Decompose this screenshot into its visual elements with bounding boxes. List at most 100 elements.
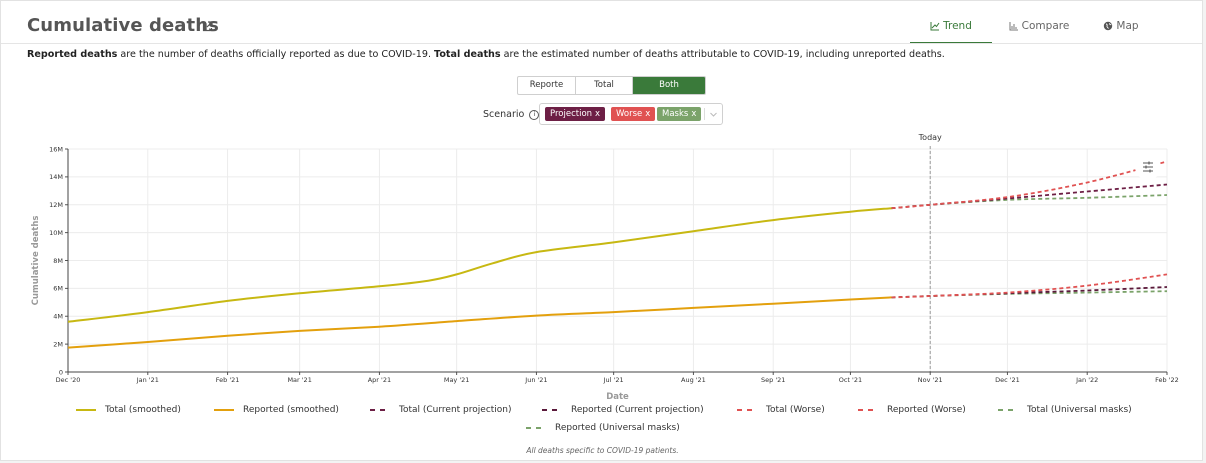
- legend-label: Reported (Current projection): [571, 405, 704, 415]
- remove-icon[interactable]: x: [691, 109, 697, 119]
- chip-label: Masks: [662, 109, 689, 119]
- legend-label: Total (Current projection): [399, 405, 512, 415]
- series-line-total-universal-masks[interactable]: [891, 194, 1168, 210]
- legend-item[interactable]: Total (Worse): [737, 405, 825, 415]
- legend-label: Reported (Worse): [887, 405, 966, 415]
- chart-menu-button[interactable]: [1135, 154, 1161, 180]
- globe-icon: [1104, 21, 1113, 31]
- tab-compare-label: Compare: [1021, 20, 1070, 32]
- legend-swatch: [76, 408, 96, 411]
- legend-item[interactable]: Reported (Current projection): [542, 405, 704, 415]
- scenario-chip-masks[interactable]: Masks x: [657, 107, 702, 121]
- scenario-chip-worse[interactable]: Worse x: [611, 107, 656, 121]
- y-tick-label: 4M: [53, 313, 63, 321]
- x-tick-label: Feb '21: [216, 376, 240, 384]
- reported-term: Reported deaths: [27, 49, 118, 60]
- series-line-reported-smoothed[interactable]: [67, 296, 892, 349]
- description: Reported deaths are the number of deaths…: [27, 49, 945, 60]
- chip-label: Projection: [550, 109, 593, 119]
- series-line-reported-universal-masks[interactable]: [891, 290, 1168, 299]
- info-icon[interactable]: i: [529, 110, 540, 120]
- scenario-select[interactable]: Projection x Worse x Masks x: [539, 103, 723, 125]
- chart-legend: Total (smoothed) Reported (smoothed) Total…: [61, 405, 1181, 439]
- cumulative-deaths-chart: 0 2M 4M 6M 8M 10M 12M 14M 16M Dec '20 Jan '21 Feb …: [31, 133, 1179, 402]
- scenario-label: Scenario i: [483, 109, 540, 120]
- legend-item[interactable]: Total (Current projection): [370, 405, 512, 415]
- x-tick-label: Jan '21: [136, 376, 159, 384]
- y-tick-label: 6M: [53, 285, 63, 293]
- x-axis-title: Date: [606, 392, 629, 402]
- remove-icon[interactable]: x: [645, 109, 651, 119]
- legend-label: Total (Worse): [766, 405, 825, 415]
- series-line-total-worse[interactable]: [891, 160, 1168, 210]
- chip-label: Worse: [616, 109, 643, 119]
- legend-item[interactable]: Reported (smoothed): [214, 405, 339, 415]
- x-tick-label: Oct '21: [839, 376, 862, 384]
- deaths-type-toggle: Reporte Total Both: [517, 76, 706, 95]
- legend-item[interactable]: Reported (Universal masks): [526, 423, 680, 433]
- y-tick-label: 16M: [49, 145, 63, 153]
- total-term: Total deaths: [434, 49, 501, 60]
- legend-swatch: [214, 408, 234, 411]
- legend-label: Total (smoothed): [105, 405, 181, 415]
- toggle-total[interactable]: Total: [576, 77, 633, 94]
- dropdown-separator: [704, 108, 705, 120]
- legend-swatch: [526, 426, 546, 429]
- chart-series: [67, 160, 1168, 349]
- x-tick-label: Dec '20: [56, 376, 81, 384]
- legend-swatch: [858, 408, 878, 411]
- y-axis-title: Cumulative deaths: [31, 216, 41, 306]
- toggle-both[interactable]: Both: [633, 77, 705, 94]
- series-line-total-smoothed[interactable]: [67, 207, 892, 323]
- legend-item[interactable]: Total (Universal masks): [998, 405, 1132, 415]
- y-tick-label: 0: [59, 368, 63, 376]
- legend-item[interactable]: Reported (Worse): [858, 405, 966, 415]
- y-tick-label: 14M: [49, 173, 63, 181]
- x-tick-label: Apr '21: [368, 376, 391, 384]
- x-tick-label: Mar '21: [287, 376, 311, 384]
- y-tick-label: 2M: [53, 340, 63, 348]
- x-tick-label: Aug '21: [681, 376, 706, 384]
- tab-trend[interactable]: Trend: [910, 9, 992, 44]
- legend-swatch: [370, 408, 390, 411]
- x-tick-label: Jun '21: [524, 376, 547, 384]
- today-label: Today: [918, 133, 942, 142]
- trend-icon: [930, 22, 940, 31]
- legend-swatch: [737, 408, 757, 411]
- compare-icon: [1009, 22, 1018, 31]
- legend-label: Reported (Universal masks): [555, 423, 680, 433]
- tab-map[interactable]: Map: [1086, 9, 1156, 42]
- x-tick-label: Nov '21: [918, 376, 943, 384]
- settings-sliders-icon: [1143, 161, 1153, 173]
- header-divider: [1, 43, 1202, 44]
- remove-icon[interactable]: x: [595, 109, 601, 119]
- x-tick-label: Jan '22: [1075, 376, 1098, 384]
- legend-swatch: [542, 408, 562, 411]
- total-explanation: are the estimated number of deaths attri…: [500, 49, 945, 60]
- external-link-icon[interactable]: [202, 21, 213, 32]
- x-tick-label: Jul '21: [603, 376, 624, 384]
- reported-explanation: are the number of deaths officially repo…: [117, 49, 435, 60]
- toggle-reported[interactable]: Reporte: [518, 77, 576, 94]
- x-tick-label: Sep '21: [761, 376, 785, 384]
- y-axis: 0 2M 4M 6M 8M 10M 12M 14M 16M: [49, 145, 69, 376]
- chevron-down-icon[interactable]: [709, 110, 718, 119]
- legend-item[interactable]: Total (smoothed): [76, 405, 181, 415]
- x-axis: Dec '20 Jan '21 Feb '21 Mar '21 Apr '21 May '…: [56, 371, 1179, 384]
- x-tick-label: May '21: [444, 376, 470, 384]
- page-title: Cumulative deaths: [27, 15, 219, 36]
- scenario-label-text: Scenario: [483, 109, 525, 120]
- series-line-total-current-projection[interactable]: [891, 183, 1168, 210]
- series-line-reported-worse[interactable]: [891, 273, 1168, 299]
- scenario-chip-projection[interactable]: Projection x: [545, 107, 606, 121]
- y-tick-label: 8M: [53, 257, 63, 265]
- chart-grid: [68, 146, 1168, 372]
- x-tick-label: Dec '21: [995, 376, 1020, 384]
- footnote: All deaths specific to COVID-19 patients…: [526, 446, 679, 455]
- legend-label: Reported (smoothed): [243, 405, 339, 415]
- y-tick-label: 12M: [49, 201, 63, 209]
- tab-compare[interactable]: Compare: [998, 9, 1080, 42]
- tab-map-label: Map: [1116, 20, 1139, 32]
- x-tick-label: Feb '22: [1155, 376, 1179, 384]
- y-tick-label: 10M: [49, 229, 63, 237]
